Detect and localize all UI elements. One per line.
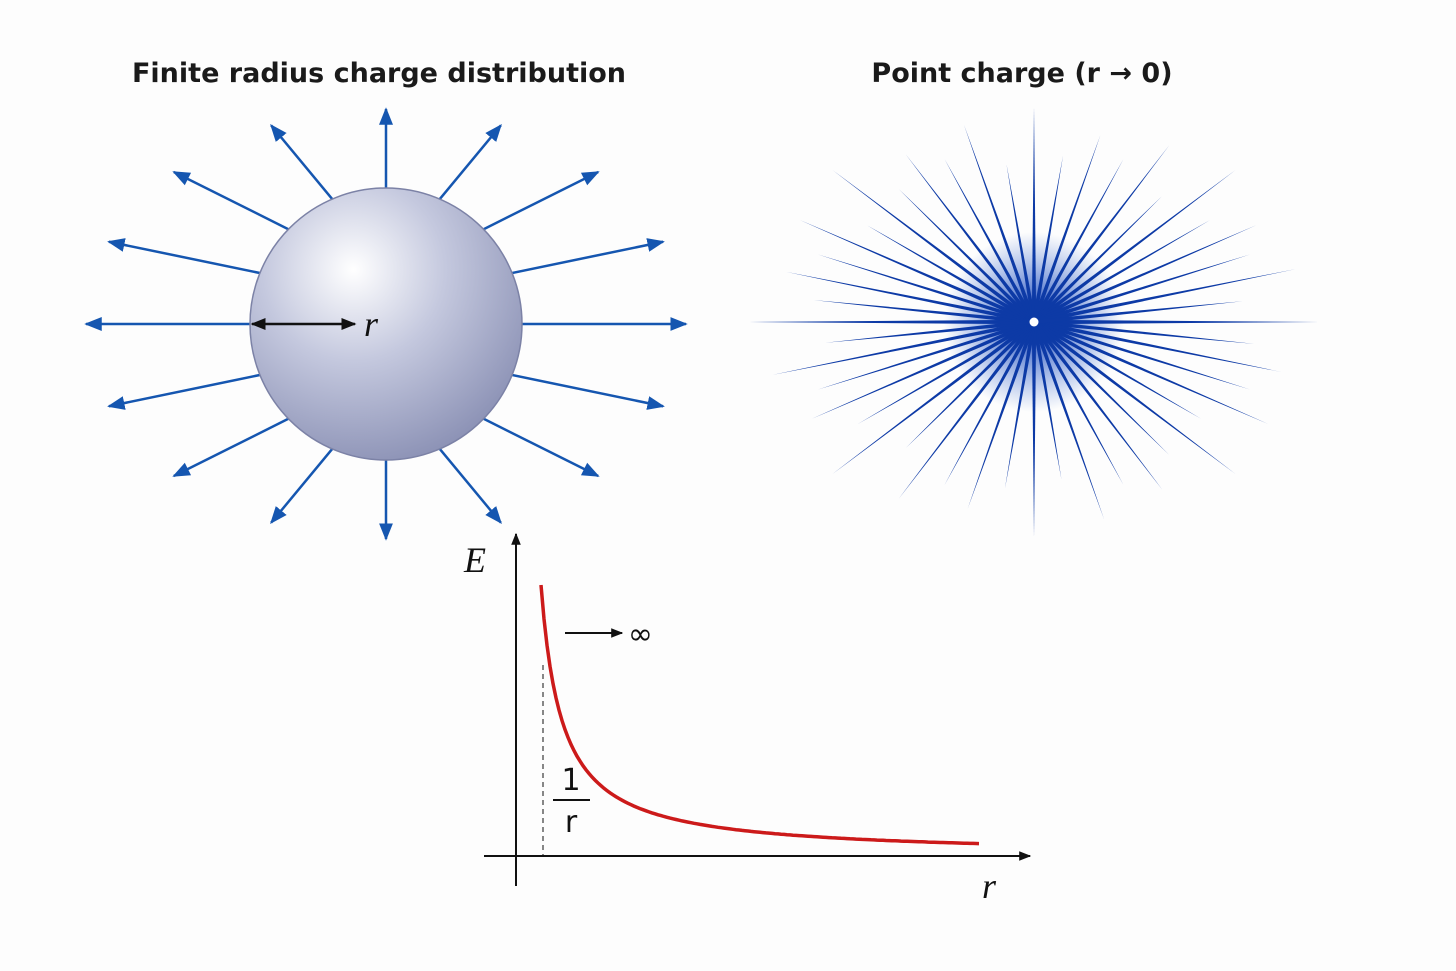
field-arrow [270, 124, 338, 205]
x-axis-label: r [982, 866, 997, 906]
field-ray [1032, 320, 1236, 475]
field-arrow [434, 443, 502, 524]
field-ray [1031, 321, 1062, 480]
field-ray [1031, 155, 1063, 323]
fraction-denominator: r [565, 805, 578, 840]
field-ray [786, 271, 1035, 325]
panel-title: Finite radius charge distribution [132, 58, 626, 89]
panel-title: Point charge (r → 0) [871, 58, 1172, 89]
field-ray [1006, 164, 1037, 323]
field-ray [1033, 269, 1296, 325]
field-ray [1032, 320, 1201, 419]
field-ray [1032, 320, 1269, 425]
field-arrow [270, 443, 338, 524]
inverse-curve [539, 584, 980, 846]
field-ray [1033, 319, 1282, 373]
field-ray [1031, 322, 1037, 537]
field-ray [905, 320, 1036, 448]
field-ray [772, 319, 1035, 375]
field-ray [857, 320, 1036, 424]
field-ray [898, 189, 1036, 324]
field-arrow [505, 238, 665, 276]
field-ray [905, 154, 1036, 324]
field-ray [832, 320, 1036, 475]
field-ray [818, 254, 1035, 325]
field-arrow [172, 170, 295, 234]
field-ray [1032, 320, 1163, 490]
field-arrow [172, 414, 295, 478]
field-ray [944, 321, 1037, 485]
field-ray [898, 320, 1036, 499]
field-ray [813, 300, 1035, 325]
field-arrow [107, 238, 267, 276]
field-arrow [477, 414, 600, 478]
field-arrow [434, 124, 502, 205]
field-ray [1031, 321, 1124, 485]
field-ray [1031, 321, 1105, 520]
point-charge [1029, 317, 1039, 327]
field-rays [749, 107, 1319, 537]
fraction-numerator: 1 [561, 763, 580, 798]
field-arrow [477, 170, 600, 234]
field-arrow [505, 372, 665, 410]
field-arrows [84, 107, 688, 541]
field-arrow [107, 372, 267, 410]
field-ray [1033, 301, 1243, 325]
field-ray [1032, 225, 1257, 324]
field-ray [867, 225, 1036, 324]
field-ray [825, 319, 1035, 343]
field-ray [967, 321, 1037, 509]
field-ray [811, 320, 1036, 419]
field-ray [1032, 220, 1211, 324]
field-ray [1032, 320, 1170, 455]
field-ray [1033, 319, 1250, 390]
field-ray [749, 319, 1034, 325]
field-ray [1005, 321, 1037, 489]
charged-sphere [249, 187, 523, 461]
graph: ∞ E r 1 r [463, 532, 1032, 906]
field-ray [1032, 145, 1170, 324]
field-ray [1031, 159, 1124, 323]
field-ray [799, 219, 1036, 324]
limit-label: ∞ [628, 617, 653, 652]
field-ray [1031, 135, 1101, 323]
y-axis-label: E [463, 540, 486, 580]
radius-label: r [364, 304, 379, 344]
field-ray [944, 159, 1037, 323]
field-ray [963, 124, 1037, 323]
field-ray [1032, 196, 1163, 324]
field-ray [818, 319, 1035, 390]
field-ray [1034, 319, 1319, 325]
field-ray [1032, 169, 1236, 324]
field-ray [1033, 319, 1255, 344]
field-ray [1033, 254, 1250, 325]
field-ray [1031, 107, 1037, 322]
field-ray [832, 169, 1036, 324]
